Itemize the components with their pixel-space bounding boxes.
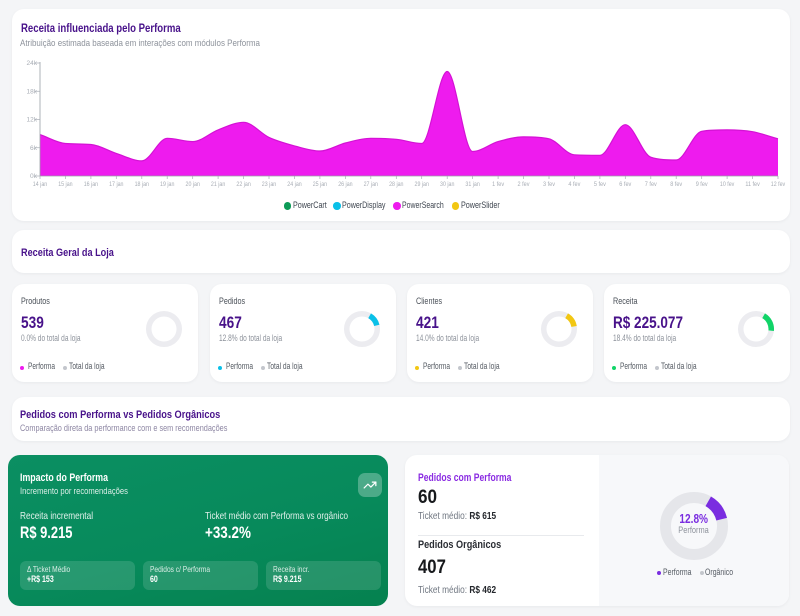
svg-text:2 fev: 2 fev [518,181,531,188]
svg-text:7 fev: 7 fev [645,181,658,188]
svg-text:21 jan: 21 jan [211,181,226,188]
svg-text:6k: 6k [30,145,38,152]
svg-text:22 jan: 22 jan [236,181,251,188]
svg-text:25 jan: 25 jan [313,181,328,188]
svg-text:20 jan: 20 jan [186,181,201,188]
svg-text:0k: 0k [30,173,38,180]
svg-text:24k: 24k [27,60,38,67]
svg-text:30 jan: 30 jan [440,181,455,188]
svg-text:24 jan: 24 jan [287,181,302,188]
svg-text:17 jan: 17 jan [109,181,124,188]
svg-text:9 fev: 9 fev [696,181,709,188]
svg-text:3 fev: 3 fev [543,181,556,188]
svg-text:29 jan: 29 jan [415,181,430,188]
svg-text:16 jan: 16 jan [84,181,99,188]
svg-text:8 fev: 8 fev [670,181,683,188]
svg-text:6 fev: 6 fev [619,181,632,188]
svg-text:10 fev: 10 fev [720,181,735,188]
svg-text:28 jan: 28 jan [389,181,404,188]
svg-text:31 jan: 31 jan [465,181,480,188]
svg-text:23 jan: 23 jan [262,181,277,188]
svg-text:11 fev: 11 fev [745,181,760,188]
svg-text:1 fev: 1 fev [492,181,505,188]
svg-text:27 jan: 27 jan [364,181,379,188]
svg-text:15 jan: 15 jan [58,181,73,188]
svg-text:19 jan: 19 jan [160,181,175,188]
svg-text:5 fev: 5 fev [594,181,607,188]
svg-text:12k: 12k [27,117,38,124]
svg-text:18 jan: 18 jan [135,181,150,188]
svg-text:18k: 18k [27,88,38,95]
svg-text:26 jan: 26 jan [338,181,353,188]
svg-text:4 fev: 4 fev [568,181,581,188]
svg-text:14 jan: 14 jan [33,181,48,188]
svg-text:12 fev: 12 fev [771,181,786,188]
